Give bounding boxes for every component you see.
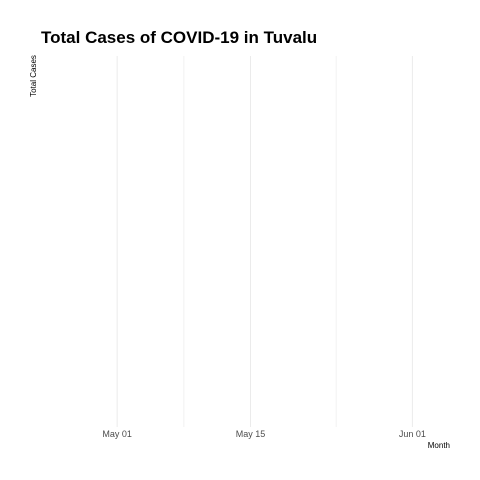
chart-title: Total Cases of COVID-19 in Tuvalu — [41, 28, 317, 47]
x-tick-label: May 15 — [236, 429, 266, 439]
grid-layer — [116, 56, 413, 427]
y-axis-label: Total Cases — [29, 55, 38, 97]
x-tick-label: May 01 — [102, 429, 132, 439]
x-axis-label: Month — [428, 441, 450, 450]
x-tick-labels: May 01 May 15 Jun 01 — [102, 429, 425, 439]
x-tick-label: Jun 01 — [399, 429, 426, 439]
